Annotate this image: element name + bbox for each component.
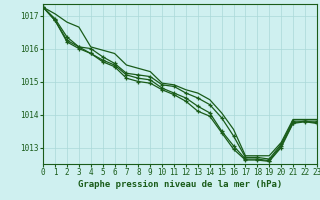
X-axis label: Graphe pression niveau de la mer (hPa): Graphe pression niveau de la mer (hPa) bbox=[78, 180, 282, 189]
